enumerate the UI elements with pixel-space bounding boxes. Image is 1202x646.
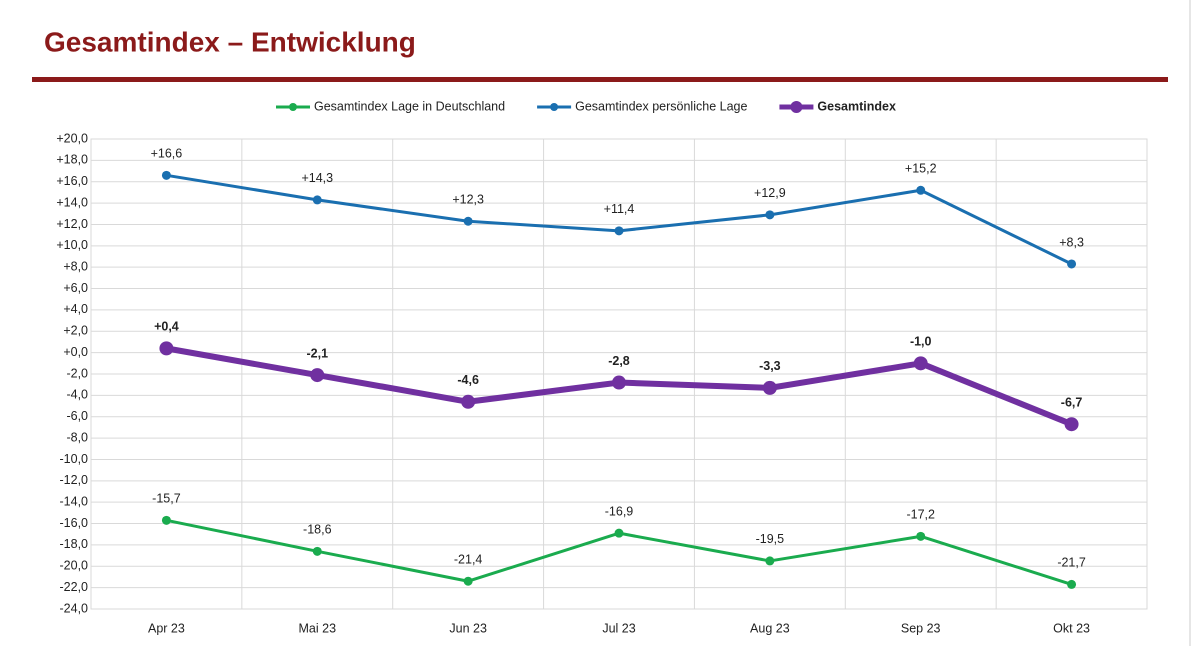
x-tick-label: Jun 23 [449,621,487,635]
data-label: -4,6 [457,373,479,387]
data-label: -6,7 [1061,396,1083,410]
y-tick-label: +12,0 [56,217,88,231]
legend-label: Gesamtindex persönliche Lage [575,99,747,113]
data-label: +14,3 [301,171,333,185]
legend-marker [790,101,803,113]
title-rule [32,77,1168,82]
data-label: -2,8 [608,354,630,368]
series-line [166,173,1073,266]
y-tick-label: +4,0 [63,302,88,316]
data-point [161,170,171,180]
data-label: -19,5 [756,532,785,546]
x-tick-label: Okt 23 [1053,621,1090,635]
legend-marker [550,103,559,111]
y-tick-label: +14,0 [56,195,88,209]
x-tick-label: Sep 23 [901,621,941,635]
y-tick-label: -6,0 [66,409,88,423]
legend-marker [289,103,297,111]
data-point [916,185,926,195]
data-point [312,546,322,556]
data-point [461,394,476,409]
y-tick-label: -8,0 [66,430,88,444]
y-tick-label: -12,0 [60,473,89,487]
y-tick-label: -22,0 [60,580,89,594]
data-point [612,375,626,390]
y-tick-label: +2,0 [63,324,88,338]
y-tick-label: +18,0 [56,153,88,167]
data-label: +15,2 [905,162,937,176]
data-point [1067,259,1077,269]
chart-title: Gesamtindex – Entwicklung [44,26,416,57]
data-point [463,216,473,226]
data-label: +12,3 [452,193,484,207]
data-label: +0,4 [154,320,179,334]
data-label: -16,9 [605,504,634,518]
data-label: -21,7 [1057,556,1086,570]
y-tick-label: +0,0 [63,345,88,359]
data-point [762,380,777,395]
x-tick-label: Apr 23 [148,621,185,635]
data-point [1067,579,1077,589]
data-label: +12,9 [754,186,786,200]
legend-label: Gesamtindex Lage in Deutschland [314,99,505,113]
data-label: -21,4 [454,553,483,567]
y-tick-label: -4,0 [66,388,88,402]
y-tick-label: -20,0 [60,559,89,573]
y-tick-label: -10,0 [60,452,89,466]
data-label: -3,3 [759,359,781,373]
data-point [614,528,624,538]
data-point [312,195,322,205]
x-tick-label: Aug 23 [750,621,790,635]
data-point [1064,417,1079,432]
data-label: +11,4 [604,202,635,216]
data-point [916,531,926,541]
y-tick-label: -16,0 [60,516,89,530]
y-tick-label: +6,0 [63,281,88,295]
data-point [161,515,171,525]
data-label: -2,1 [307,346,329,360]
y-tick-label: -18,0 [60,537,89,551]
data-label: -18,6 [303,523,332,537]
y-tick-label: -14,0 [60,494,89,508]
y-tick-label: -2,0 [66,366,88,380]
x-tick-label: Jul 23 [602,621,635,635]
data-label: +8,3 [1059,235,1084,249]
legend-label: Gesamtindex [817,99,896,113]
data-label: -15,7 [152,492,181,506]
data-point [913,356,928,371]
data-point [765,210,775,220]
data-point [614,226,624,236]
data-label: -1,0 [910,335,932,349]
y-tick-label: +16,0 [56,174,88,188]
data-label: -17,2 [906,508,935,522]
data-point [310,368,325,383]
data-point [463,576,473,586]
data-point [159,341,174,356]
y-tick-label: +8,0 [63,259,88,273]
data-point [765,556,775,566]
x-tick-label: Mai 23 [299,621,337,635]
data-label: +16,6 [151,147,183,161]
y-tick-label: +10,0 [56,238,88,252]
y-tick-label: -24,0 [60,601,89,615]
y-tick-label: +20,0 [56,131,88,145]
